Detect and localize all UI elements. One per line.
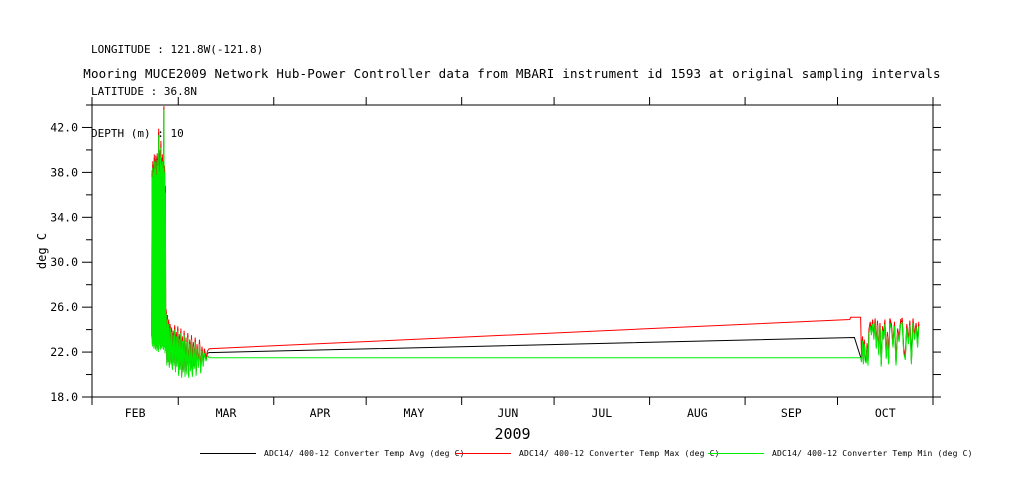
y-tick-label: 30.0: [50, 255, 78, 269]
legend-line-min-swatch: [708, 452, 764, 454]
plot-frame: [91, 104, 934, 398]
month-label: APR: [310, 406, 331, 420]
month-label: OCT: [875, 406, 896, 420]
month-label: JUN: [497, 406, 518, 420]
legend: ADC14/ 400-12 Converter Temp Avg (deg C)…: [0, 447, 1009, 461]
legend-label-min: ADC14/ 400-12 Converter Temp Min (deg C): [772, 448, 973, 458]
month-label: FEB: [125, 406, 146, 420]
legend-line-avg-swatch: [200, 452, 256, 454]
month-label: JUL: [591, 406, 612, 420]
depth-text: DEPTH (m) : 10: [91, 127, 184, 140]
header-info: LONGITUDE : 121.8W(-121.8) LATITUDE : 36…: [91, 15, 263, 155]
y-axis-label: deg C: [35, 233, 49, 269]
month-label: AUG: [687, 406, 708, 420]
legend-label-avg: ADC14/ 400-12 Converter Temp Avg (deg C): [264, 448, 465, 458]
y-tick-label: 26.0: [50, 300, 78, 314]
legend-line-max-swatch: [455, 452, 511, 454]
month-label: SEP: [781, 406, 802, 420]
legend-entry-min: ADC14/ 400-12 Converter Temp Min (deg C): [708, 447, 973, 459]
x-axis-year-label: 2009: [494, 425, 530, 443]
y-tick-label: 18.0: [50, 390, 78, 404]
y-tick-label: 38.0: [50, 165, 78, 179]
month-label: MAY: [404, 406, 425, 420]
axis-ticks: [82, 97, 941, 405]
series-line-adc14-400-12-converter-temp-max-deg-c-: [151, 106, 920, 375]
y-tick-label: 22.0: [50, 345, 78, 359]
y-tick-label: 34.0: [50, 210, 78, 224]
legend-entry-avg: ADC14/ 400-12 Converter Temp Avg (deg C): [200, 447, 465, 459]
y-tick-label: 42.0: [50, 120, 78, 134]
legend-entry-max: ADC14/ 400-12 Converter Temp Max (deg C): [455, 447, 720, 459]
series-line-adc14-400-12-converter-temp-min-deg-c-: [151, 109, 920, 378]
longitude-text: LONGITUDE : 121.8W(-121.8): [91, 43, 264, 56]
legend-label-max: ADC14/ 400-12 Converter Temp Max (deg C): [519, 448, 720, 458]
latitude-text: LATITUDE : 36.8N: [91, 85, 197, 98]
series-line-adc14-400-12-converter-temp-avg-deg-c-: [151, 107, 920, 376]
month-label: MAR: [216, 406, 237, 420]
plot-title: Mooring MUCE2009 Network Hub-Power Contr…: [83, 66, 941, 81]
